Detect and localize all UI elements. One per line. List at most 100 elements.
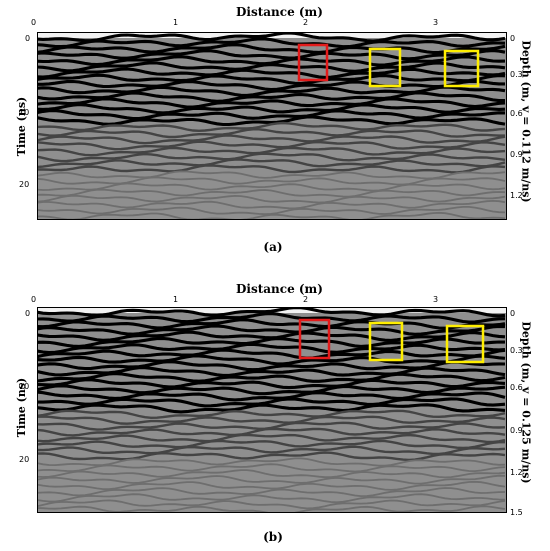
reflection-stripe <box>37 457 506 467</box>
reflection-stripe <box>37 188 506 198</box>
reflection-stripe <box>37 182 506 192</box>
reflection-stripe <box>37 61 506 73</box>
reflection-stripe <box>37 32 506 43</box>
x-tick: 2 <box>303 295 309 304</box>
reflection-stripe <box>37 43 506 55</box>
reflection-stripe <box>37 354 506 366</box>
yellow-highlight-box <box>445 324 485 364</box>
radargram-image <box>37 32 507 220</box>
y-right-axis-title: Depth (m, v = 0.112 m/ns) <box>519 40 533 203</box>
x-axis-title: Distance (m) <box>236 282 323 296</box>
reflection-stripe <box>37 91 505 103</box>
x-tick: 0 <box>31 295 37 304</box>
reflection-stripe <box>37 415 506 425</box>
figure-panel-b: Distance (m) 0 1 2 3 0 10 20 Time (ns) 0… <box>0 276 550 551</box>
y-left-tick: 20 <box>19 455 30 464</box>
y-left-tick: 10 <box>19 108 30 117</box>
y-left-tick: 20 <box>19 180 30 189</box>
reflection-stripe <box>37 348 506 360</box>
x-axis-title: Distance (m) <box>236 5 323 19</box>
reflection-stripe <box>37 85 506 97</box>
reflection-stripe <box>37 409 506 420</box>
x-tick: 1 <box>173 18 179 27</box>
reflection-stripe <box>37 493 506 504</box>
y-left-tick: 10 <box>19 382 30 391</box>
reflection-stripe <box>37 378 506 390</box>
x-tick: 3 <box>433 295 439 304</box>
figure-panel-a: Distance (m) 0 1 2 3 0 10 20 Time (ns) 0… <box>0 0 550 262</box>
reflection-stripe <box>37 427 506 437</box>
y-right-tick: 0.6 <box>510 109 523 118</box>
reflection-stripe <box>37 403 506 414</box>
x-tick: 3 <box>433 18 439 27</box>
reflection-stripe <box>37 121 506 133</box>
x-tick: 2 <box>303 18 309 27</box>
reflection-stripe <box>37 336 506 348</box>
yellow-highlight-box <box>443 49 480 88</box>
reflection-stripe <box>37 474 506 485</box>
reflection-stripe <box>37 211 506 220</box>
y-left-axis-title: Time (ns) <box>15 96 29 157</box>
reflection-stripe <box>37 146 506 157</box>
reflection-stripe <box>37 67 506 79</box>
reflection-stripe <box>37 307 506 318</box>
y-right-tick: 1.5 <box>510 508 523 517</box>
reflection-stripe <box>37 342 506 355</box>
reflection-stripe <box>37 97 506 109</box>
x-tick: 1 <box>173 295 179 304</box>
reflection-stripe <box>37 318 506 330</box>
y-right-tick: 0.9 <box>510 426 523 435</box>
reflection-stripe <box>37 445 506 456</box>
reflection-stripe <box>37 206 506 216</box>
yellow-highlight-box <box>368 47 402 88</box>
reflection-stripe <box>37 199 506 210</box>
caption: (b) <box>263 530 283 544</box>
y-left-tick: 0 <box>25 309 31 318</box>
reflection-stripe <box>37 158 506 169</box>
reflection-stripe <box>37 312 506 324</box>
y-right-tick: 1.2 <box>510 191 523 200</box>
reflection-stripe <box>37 390 506 402</box>
reflection-stripe <box>37 115 506 127</box>
reflection-stripe <box>37 73 506 86</box>
reflection-stripe <box>37 505 506 513</box>
y-right-tick: 0 <box>510 34 516 43</box>
reflection-stripe <box>37 49 506 61</box>
y-right-tick: 1.2 <box>510 468 523 477</box>
plot-frame <box>37 307 507 513</box>
plot-frame <box>37 32 507 220</box>
reflection-stripe <box>37 463 506 473</box>
reflection-stripe <box>37 103 506 115</box>
reflection-stripe <box>37 37 506 49</box>
red-highlight-box <box>297 43 329 82</box>
reflection-stripe <box>37 397 506 408</box>
reflection-stripe <box>37 451 506 462</box>
yellow-highlight-box <box>368 321 404 362</box>
reflection-stripe <box>37 140 506 151</box>
reflection-stripe <box>37 176 506 186</box>
reflection-stripe <box>37 164 506 174</box>
reflection-stripe <box>37 487 506 498</box>
reflection-stripe <box>37 499 506 510</box>
y-right-axis-title: Depth (m, v = 0.125 m/ns) <box>519 321 533 484</box>
radargram-image <box>37 307 507 513</box>
red-highlight-box <box>298 318 331 360</box>
reflection-stripe <box>37 469 506 479</box>
reflection-stripe <box>37 372 506 383</box>
reflection-stripe <box>37 384 506 396</box>
y-right-tick: 0 <box>510 309 516 318</box>
reflection-stripe <box>37 109 506 121</box>
reflection-stripe <box>37 194 506 204</box>
reflection-stripe <box>37 170 506 180</box>
x-tick: 0 <box>31 18 37 27</box>
reflection-stripe <box>37 433 506 444</box>
reflection-stripe <box>37 324 506 336</box>
y-right-tick: 0.6 <box>510 383 523 392</box>
reflection-stripe <box>37 79 505 92</box>
caption: (a) <box>263 240 283 254</box>
y-left-axis-title: Time (ns) <box>15 377 29 438</box>
y-right-tick: 0.3 <box>510 70 523 79</box>
reflection-stripe <box>37 134 506 145</box>
reflection-stripe <box>37 152 506 163</box>
reflection-stripe <box>37 439 505 450</box>
